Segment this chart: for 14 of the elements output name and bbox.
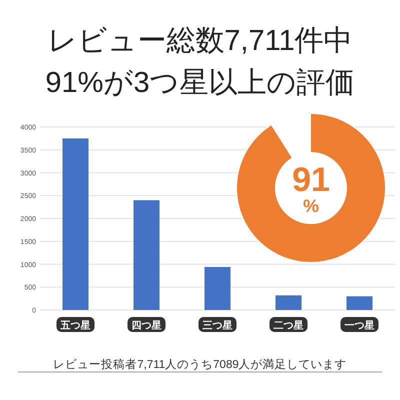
bar [204, 266, 230, 310]
x-tick-label: 二つ星 [274, 320, 304, 332]
x-tick-label: 四つ星 [132, 320, 162, 332]
bar [134, 200, 160, 310]
x-tick-label: 一つ星 [344, 320, 374, 332]
chart-subtitle: 91%が3つ星以上の評価 [45, 67, 355, 99]
bar [62, 138, 88, 310]
chart-title: レビュー総数7,711件中 [47, 25, 353, 57]
data-label: 91% [292, 161, 330, 216]
x-tick-label: 五つ星 [60, 320, 90, 332]
bar [276, 295, 302, 310]
bar [346, 296, 372, 310]
x-tick-label: 三つ星 [202, 320, 232, 332]
text: レビュー投稿者7,711人のうち7089人が満足しています [53, 357, 347, 371]
